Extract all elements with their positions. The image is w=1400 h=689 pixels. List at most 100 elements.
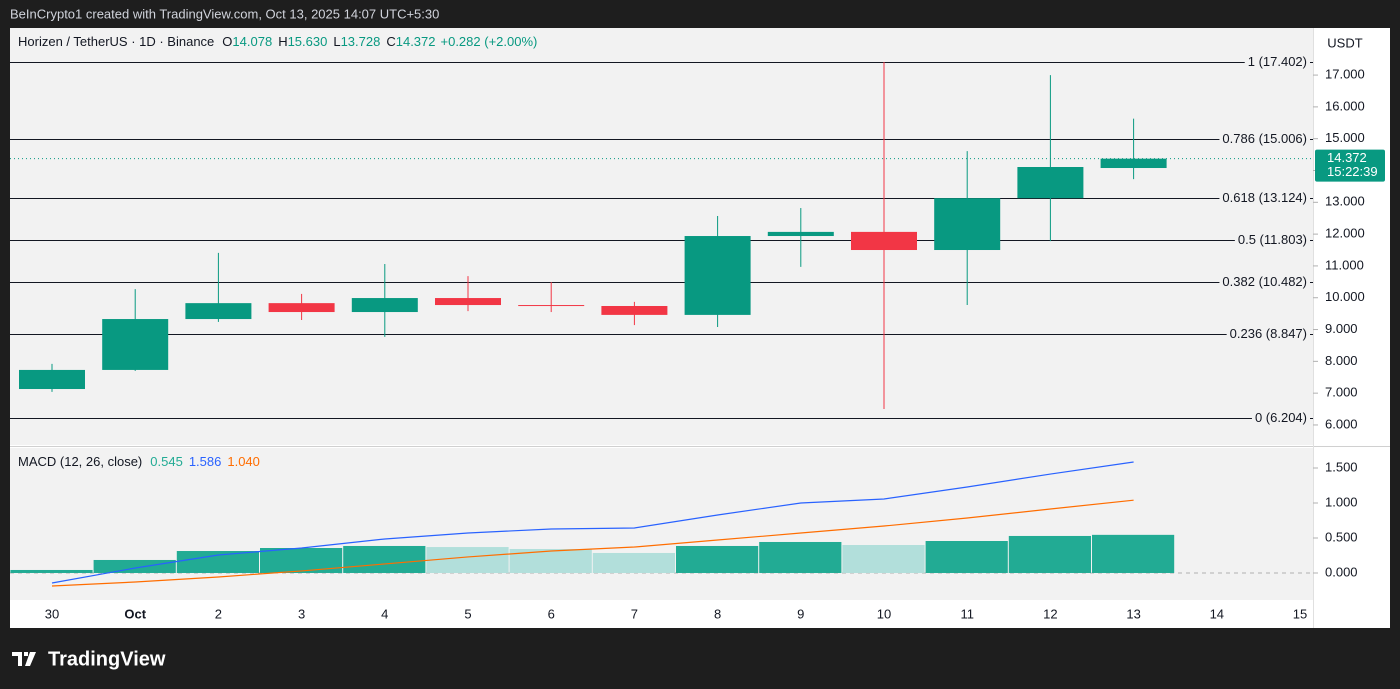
price-label: 14.372 [1327,150,1367,165]
macd-line [51,461,1134,584]
y-tick-label: 9.000 [1325,321,1358,336]
macd-line [51,499,1134,587]
y-tick-label: 17.000 [1325,67,1365,82]
y-tick-label: 15.000 [1325,130,1365,145]
fib-label: 0.786 (15.006) [1222,131,1307,146]
price-box [1315,149,1385,182]
x-tick-label: 7 [631,606,638,621]
histogram-bar [759,541,842,573]
y-tick-label: 12.000 [1325,226,1365,241]
ohlc-value: 15.630 [288,34,328,49]
macd-legend: MACD (12, 26, close) 0.545 1.586 1.040 [18,454,260,469]
fib-label: 0 (6.204) [1255,410,1307,425]
credit: BeInCrypto1 created with TradingView.com… [10,6,439,21]
fib-label: 0.236 (8.847) [1230,326,1307,341]
candle-body [767,231,834,237]
x-tick-label: 6 [548,606,555,621]
x-tick-label: 12 [1043,606,1057,621]
histogram-bar [1092,534,1175,573]
ohlc-key: O [222,34,232,49]
x-tick-label: 13 [1126,606,1140,621]
x-tick-label: 30 [45,606,59,621]
fib-label-bg [1234,231,1310,247]
histogram-bar [676,545,759,573]
candle-body [19,369,85,390]
candle-body [268,303,335,313]
y-tick-label: 8.000 [1325,353,1358,368]
histogram-bar [925,541,1008,573]
histogram-bar [343,545,426,573]
y-tick-label: 0.000 [1325,564,1358,579]
candle-body [1017,167,1084,199]
x-tick-label: 2 [215,606,222,621]
y-tick-label: 1.500 [1325,459,1358,474]
y-tick-label: 1.000 [1325,494,1358,509]
y-tick-label: 7.000 [1325,385,1358,400]
candle-body [518,305,585,307]
histogram-bar [93,559,176,573]
ohlc-value: 14.078 [232,34,272,49]
ohlc-key: C [386,34,395,49]
logo-icon [12,652,36,666]
legend-value: 0.545 [150,454,183,469]
price-pane [10,28,1313,445]
candle-body [1100,158,1167,169]
y-tick-label: 6.000 [1325,416,1358,431]
ohlc-key: L [333,34,340,49]
x-tick-label: 14 [1210,606,1224,621]
x-tick-label: Oct [124,606,146,621]
y-tick-label: 16.000 [1325,98,1365,113]
x-tick-label: 3 [298,606,305,621]
x-tick-label: 9 [797,606,804,621]
candle-body [851,231,917,251]
fib-label: 1 (17.402) [1248,54,1307,69]
y-tick-label: 10.000 [1325,289,1365,304]
x-tick-label: 8 [714,606,721,621]
y-tick-label: 13.000 [1325,194,1365,209]
histogram-bar [1008,535,1091,573]
currency: USDT [1327,35,1362,50]
x-tick-label: 11 [960,606,974,621]
histogram-bar [592,552,675,573]
histogram-bar [260,548,343,573]
fib-label-bg [1226,325,1310,341]
candle-body [102,319,169,370]
countdown: 15:22:39 [1327,164,1378,179]
overlays: 1 (17.402) 0.786 (15.006) 0.618 (13.124) 0.… [10,53,1313,425]
histogram-bar [842,544,925,573]
candle-body [435,298,501,306]
change: +0.282 (+2.00%) [441,34,538,49]
fib-label: 0.382 (10.482) [1222,274,1307,289]
x-tick-label: 10 [877,606,891,621]
fib-label-bg [1251,409,1310,425]
histogram-bar [426,547,509,573]
fib-label-bg [1219,273,1310,289]
brand: TradingView [48,648,166,670]
ohlc-value: 14.372 [396,34,436,49]
candle-body [601,306,668,315]
candle-body [934,198,1001,251]
fib-label: 0.618 (13.124) [1222,190,1307,205]
fib-label-bg [1244,53,1310,69]
symbol: Horizen / TetherUS · 1D · Binance [18,34,214,49]
histogram-bar [10,569,93,573]
symbol-legend: Horizen / TetherUS · 1D · Binance O14.078… [18,34,537,49]
candle-body [684,236,751,315]
candle-body [351,298,418,313]
ohlc-key: H [278,34,287,49]
legend-value: 1.040 [227,454,260,469]
histogram-bar [176,551,259,573]
y-tick-label: 0.500 [1325,529,1358,544]
fib-label-bg [1219,130,1310,146]
logo: TradingView [12,648,166,670]
fib-label-bg [1219,189,1310,205]
x-tick-label: 15 [1293,606,1307,621]
x-tick-label: 4 [381,606,388,621]
y-tick-label: 11.000 [1325,257,1364,272]
x-tick-label: 5 [464,606,471,621]
legend-value: 1.586 [189,454,222,469]
ohlc-value: 13.728 [341,34,381,49]
macd-title: MACD (12, 26, close) [18,454,142,469]
